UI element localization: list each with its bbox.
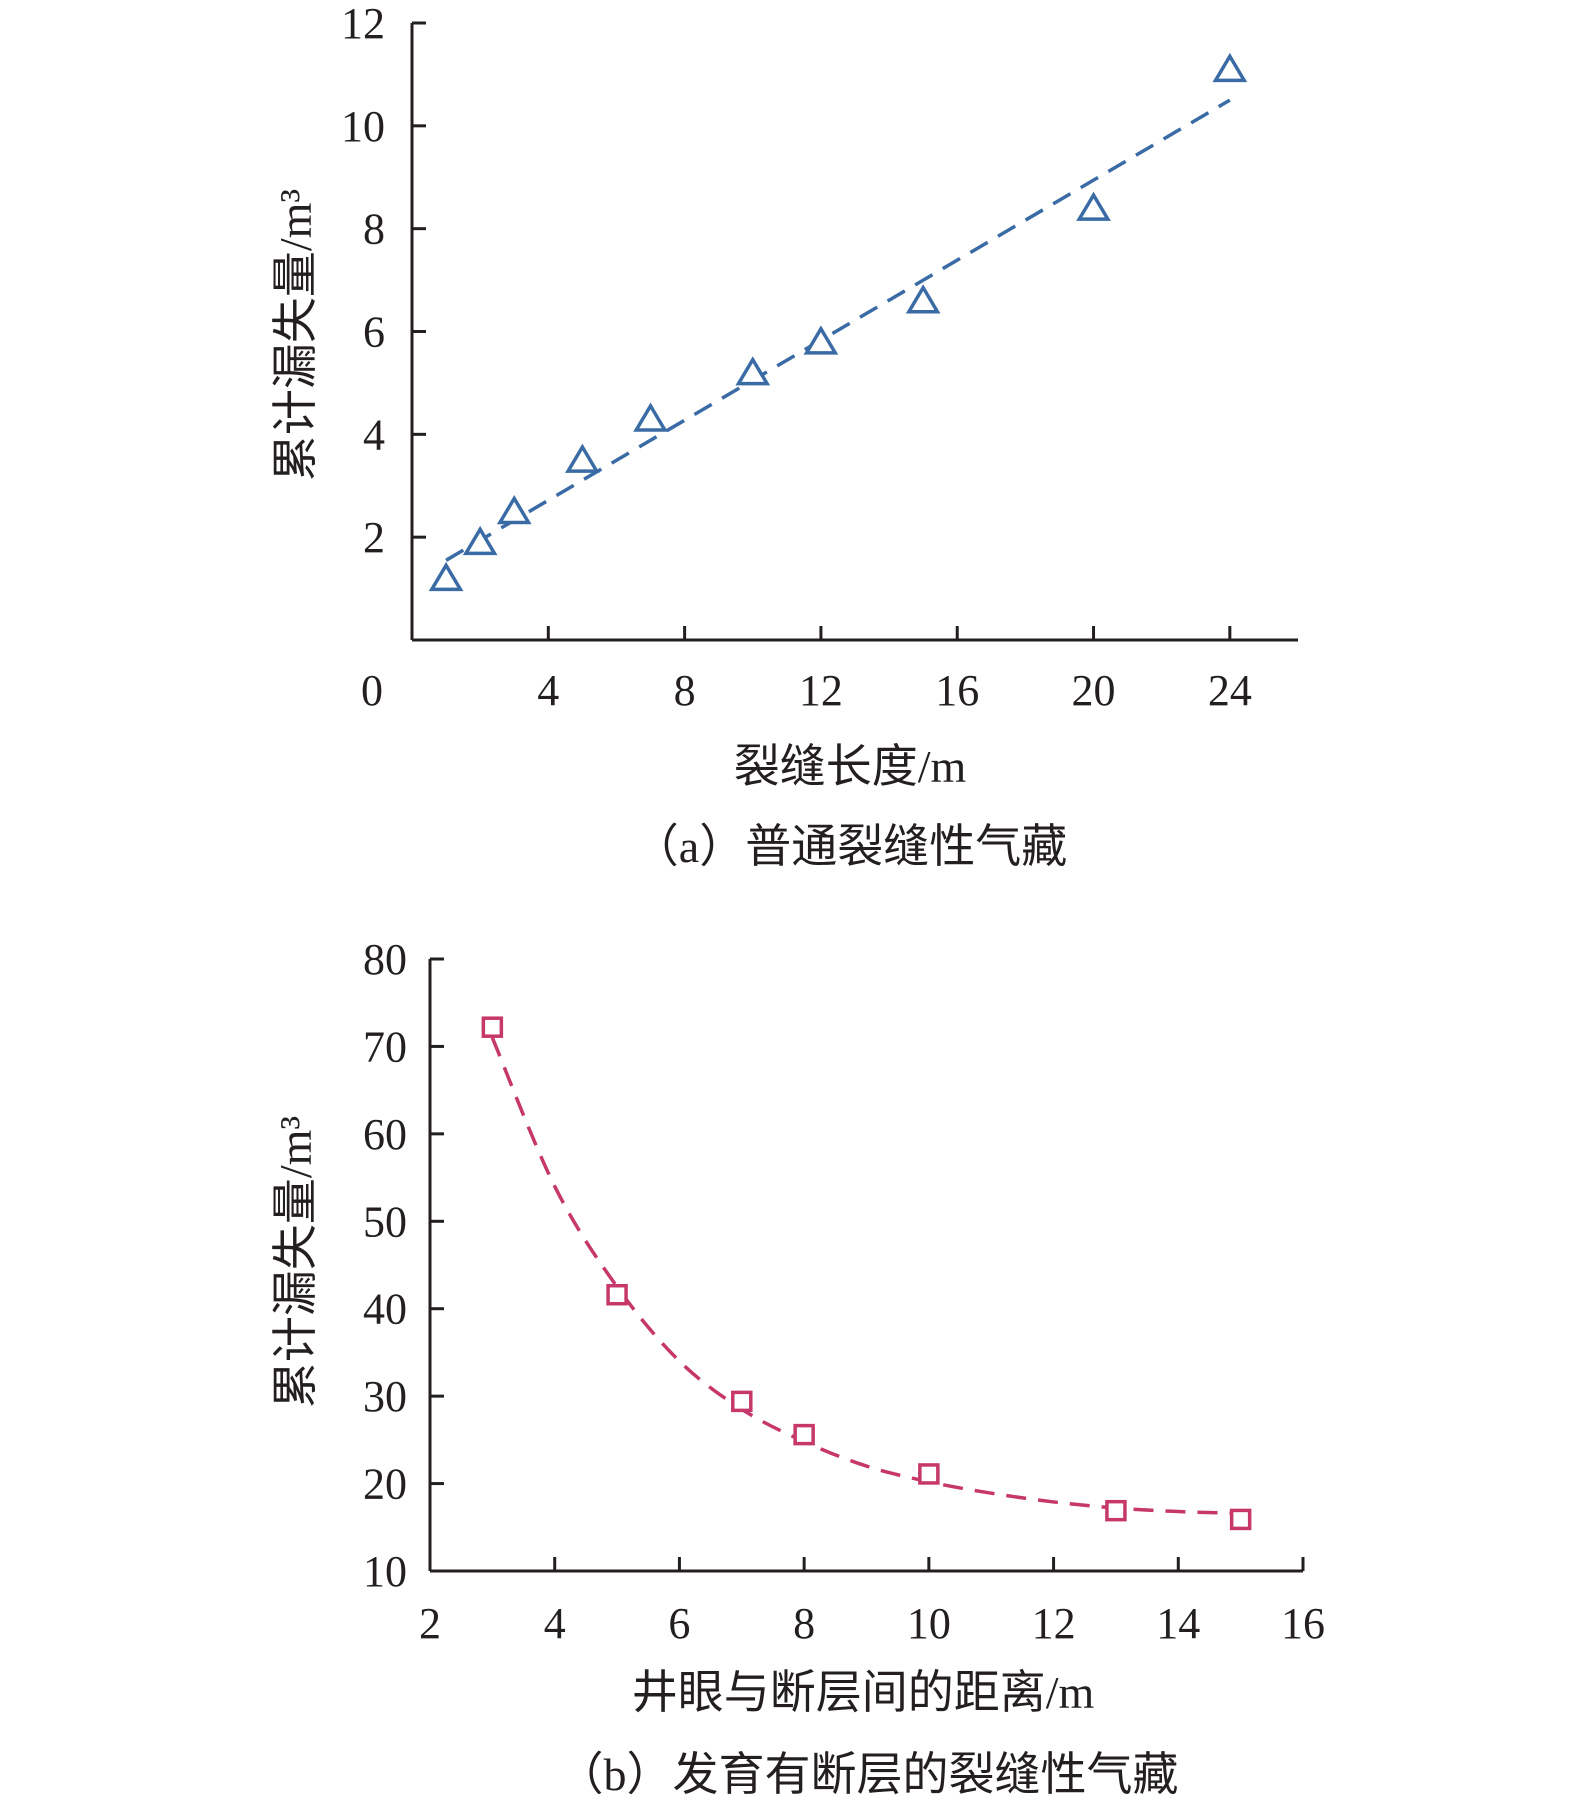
x-tick-label: 4 (544, 1599, 566, 1648)
chart-b-axes (428, 959, 1303, 1573)
chart-b-caption: （b）发育有断层的裂缝性气藏 (558, 1749, 1179, 1800)
chart-b-fit-curve (490, 1037, 1241, 1516)
y-tick-label: 2 (363, 513, 385, 562)
y-tick-label: 50 (363, 1197, 407, 1246)
x-tick-label: 0 (361, 666, 383, 715)
chart-a-fit-line (445, 98, 1231, 562)
data-point (633, 402, 668, 432)
data-point (481, 1016, 504, 1038)
y-tick-label: 20 (363, 1460, 407, 1509)
data-point (428, 561, 464, 592)
x-tick-label: 20 (1072, 666, 1116, 715)
chart-b-ticks: 2 4 6 8 10 12 14 16 10 20 30 40 50 60 70 80 (363, 935, 1325, 1648)
y-tick-label: 70 (363, 1022, 407, 1071)
y-tick-label: 80 (363, 935, 407, 984)
data-point (1076, 191, 1111, 221)
data-point (793, 1423, 815, 1446)
y-tick-label: 10 (363, 1547, 407, 1596)
data-point (1105, 1499, 1127, 1522)
y-tick-label: 4 (363, 410, 385, 459)
data-point (918, 1463, 940, 1485)
x-tick-label: 8 (674, 666, 696, 715)
y-tick-label: 8 (363, 205, 385, 254)
x-tick-label: 16 (1281, 1599, 1325, 1648)
x-tick-label: 14 (1156, 1599, 1200, 1648)
chart-b-x-axis-title: 井眼与断层间的距离/m (632, 1667, 1095, 1718)
data-point (905, 284, 941, 314)
data-point (496, 495, 532, 525)
chart-b: 2 4 6 8 10 12 14 16 10 20 30 40 50 60 70 80 井眼与断层间的距离/m… (270, 935, 1325, 1800)
x-tick-label: 4 (537, 666, 559, 715)
data-point (606, 1283, 628, 1306)
fit-curve (490, 1037, 1241, 1516)
chart-a-x-axis-title: 裂缝长度/m (734, 741, 967, 792)
x-tick-label: 12 (1032, 1599, 1076, 1648)
x-tick-label: 8 (793, 1599, 815, 1648)
data-point (462, 525, 498, 556)
y-tick-label: 6 (363, 308, 385, 357)
x-tick-label: 10 (907, 1599, 951, 1648)
y-tick-label: 10 (341, 102, 385, 151)
x-tick-label: 6 (668, 1599, 690, 1648)
data-point (565, 443, 600, 473)
x-tick-label: 12 (799, 666, 843, 715)
data-point (1212, 52, 1248, 83)
x-tick-label: 24 (1208, 666, 1252, 715)
data-point (803, 325, 839, 355)
chart-b-y-axis-title: 累计漏失量/m³ (270, 1116, 321, 1408)
data-point (735, 356, 771, 386)
y-tick-label: 30 (363, 1372, 407, 1421)
chart-a-axes (410, 23, 1298, 642)
data-point (1229, 1508, 1252, 1531)
x-tick-label: 2 (419, 1599, 441, 1648)
fit-line (445, 98, 1231, 562)
y-tick-label: 40 (363, 1285, 407, 1334)
chart-a-points (428, 52, 1248, 592)
y-tick-label: 60 (363, 1110, 407, 1159)
y-tick-label: 12 (341, 0, 385, 48)
chart-a-y-axis-title: 累计漏失量/m³ (270, 189, 321, 481)
data-point (731, 1390, 753, 1413)
chart-b-points (481, 1016, 1252, 1531)
chart-a-caption: （a）普通裂缝性气藏 (633, 821, 1067, 872)
x-tick-label: 16 (935, 666, 979, 715)
